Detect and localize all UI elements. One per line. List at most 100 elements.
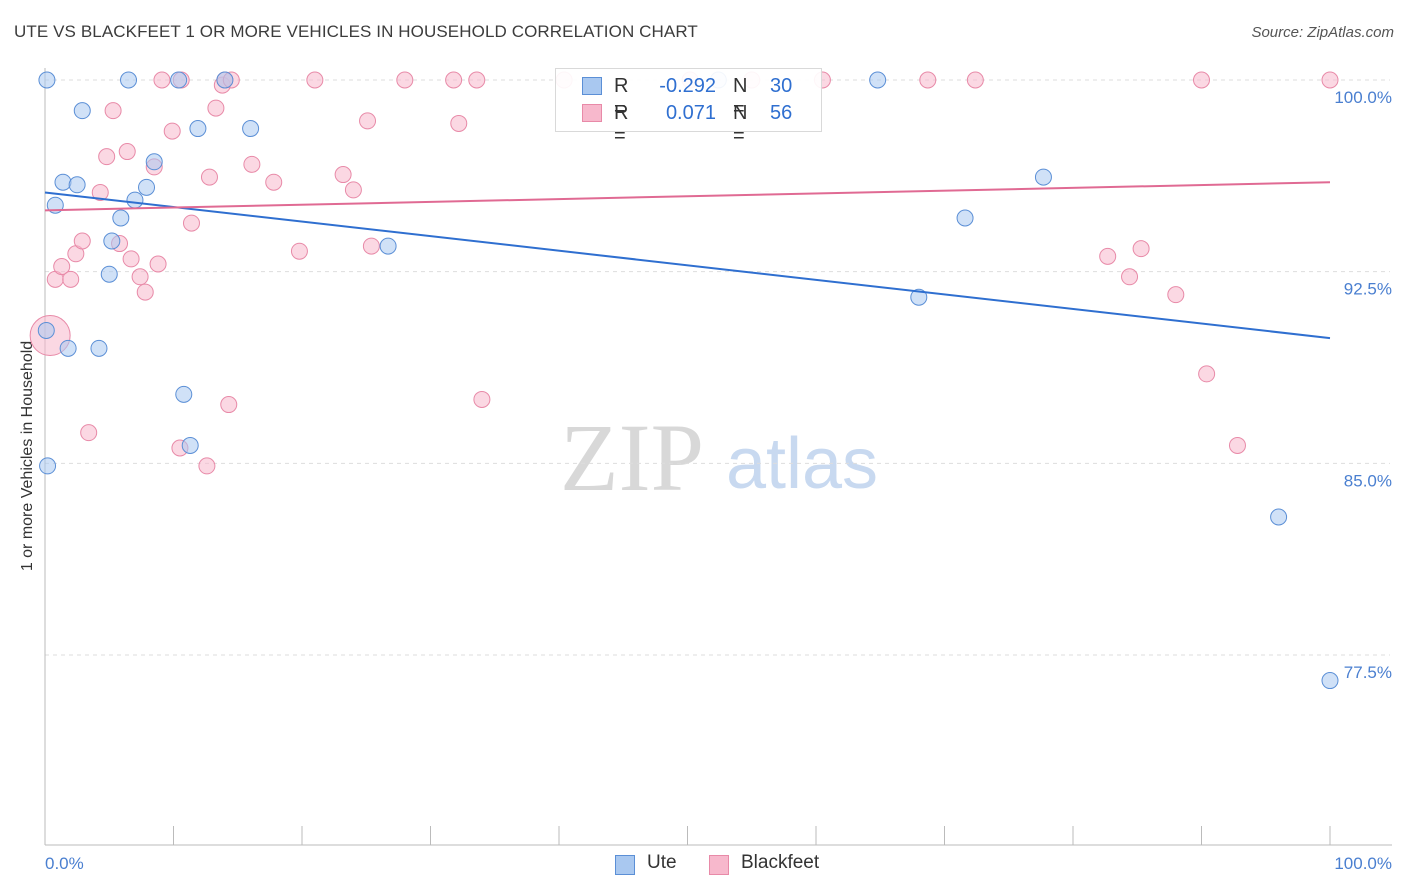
ute-point	[90, 339, 108, 357]
blackfeet-point	[1132, 240, 1150, 258]
blackfeet-point	[1099, 247, 1117, 265]
bottom-ute-swatch	[615, 855, 635, 875]
blackfeet-r-value: 0.071	[665, 102, 716, 124]
blackfeet-point	[91, 183, 109, 201]
ute-point	[1270, 508, 1288, 526]
ute-point	[170, 71, 188, 89]
blackfeet-point	[919, 71, 937, 89]
blackfeet-point	[131, 268, 149, 286]
blackfeet-point	[220, 396, 238, 414]
legend-r-label: R =	[614, 75, 629, 120]
blackfeet-point	[136, 283, 154, 301]
blackfeet-point	[1121, 268, 1139, 286]
blackfeet-point	[98, 148, 116, 166]
blackfeet-point	[1198, 365, 1216, 383]
blackfeet-point	[62, 270, 80, 288]
blackfeet-point	[104, 102, 122, 120]
blackfeet-point	[118, 143, 136, 161]
watermark: ZIP atlas	[560, 404, 878, 511]
watermark-atlas: atlas	[726, 424, 878, 504]
ute-point	[145, 153, 163, 171]
blackfeet-point	[53, 258, 71, 276]
blackfeet-point	[1321, 71, 1339, 89]
ute-point	[181, 436, 199, 454]
y-tick-label: 100.0%	[1334, 88, 1392, 107]
ute-point	[54, 173, 72, 191]
blackfeet-point	[359, 112, 377, 130]
ute-n-value: 30	[770, 75, 793, 97]
blackfeet-point	[1167, 286, 1185, 304]
blackfeet-point	[163, 122, 181, 140]
legend-n-label: N =	[733, 102, 748, 147]
y-tick-label: 77.5%	[1344, 663, 1392, 682]
ute-point	[39, 457, 57, 475]
ute-trendline	[44, 191, 1331, 340]
blackfeet-point	[445, 71, 463, 89]
ute-points	[37, 71, 1339, 690]
blackfeet-point	[1228, 436, 1246, 454]
ute-point	[379, 237, 397, 255]
ute-point	[138, 178, 156, 196]
blackfeet-n-value: 56	[770, 102, 793, 124]
ute-point	[100, 265, 118, 283]
ute-point	[103, 232, 121, 250]
watermark-zip: ZIP	[560, 404, 704, 511]
ute-point	[37, 321, 55, 339]
blackfeet-point	[122, 250, 140, 268]
axes	[44, 68, 1392, 846]
source-label: Source: ZipAtlas.com	[1251, 24, 1394, 41]
bottom-ute-label: Ute	[647, 852, 677, 873]
blackfeet-point	[149, 255, 167, 273]
legend-r-label: R =	[614, 102, 629, 147]
bottom-blackfeet-label: Blackfeet	[741, 852, 820, 873]
blackfeet-point	[468, 71, 486, 89]
blackfeet-point	[153, 71, 171, 89]
blackfeet-point	[290, 242, 308, 260]
ute-point	[216, 71, 234, 89]
ute-point	[910, 288, 928, 306]
blackfeet-point	[198, 457, 216, 475]
blackfeet-point	[80, 424, 98, 442]
blackfeet-point	[182, 214, 200, 232]
blackfeet-point	[73, 232, 91, 250]
ute-point	[38, 71, 56, 89]
blackfeet-point	[1193, 71, 1210, 89]
blackfeet-point	[334, 166, 352, 184]
chart-title: UTE VS BLACKFEET 1 OR MORE VEHICLES IN H…	[14, 22, 698, 41]
blackfeet-point	[306, 71, 324, 89]
ute-point	[1321, 672, 1339, 690]
blackfeet-point	[473, 390, 491, 408]
ute-point	[120, 71, 138, 89]
ute-r-value: -0.292	[659, 75, 716, 97]
ute-point	[73, 102, 91, 120]
tick-labels: 100.0% 92.5% 85.0% 77.5% 0.0% 100.0%	[45, 88, 1392, 873]
blackfeet-swatch	[582, 104, 602, 122]
blackfeet-point	[207, 99, 225, 117]
blackfeet-point	[243, 155, 261, 173]
y-tick-label: 85.0%	[1344, 471, 1392, 490]
ute-point	[59, 339, 77, 357]
blackfeet-point	[966, 71, 984, 89]
blackfeet-trendline	[44, 181, 1331, 212]
ute-point	[68, 176, 86, 194]
bottom-blackfeet-swatch	[709, 855, 729, 875]
ute-point	[1034, 168, 1052, 186]
ute-point	[869, 71, 887, 89]
ute-point	[112, 209, 130, 227]
blackfeet-point	[450, 114, 468, 132]
correlation-legend: R = -0.292 N = 30 R = 0.071 N = 56	[555, 68, 822, 147]
legend-n-label: N =	[733, 75, 748, 120]
blackfeet-point	[200, 168, 218, 186]
blackfeet-point	[265, 173, 283, 191]
blackfeet-point	[344, 181, 362, 199]
ute-point	[189, 120, 207, 138]
ute-point	[126, 191, 144, 209]
ute-point	[242, 120, 260, 138]
trendlines	[44, 181, 1331, 340]
ute-point	[956, 209, 974, 227]
blackfeet-point	[362, 237, 380, 255]
ute-swatch	[582, 77, 602, 95]
blackfeet-point	[396, 71, 414, 89]
ute-point	[175, 385, 193, 403]
